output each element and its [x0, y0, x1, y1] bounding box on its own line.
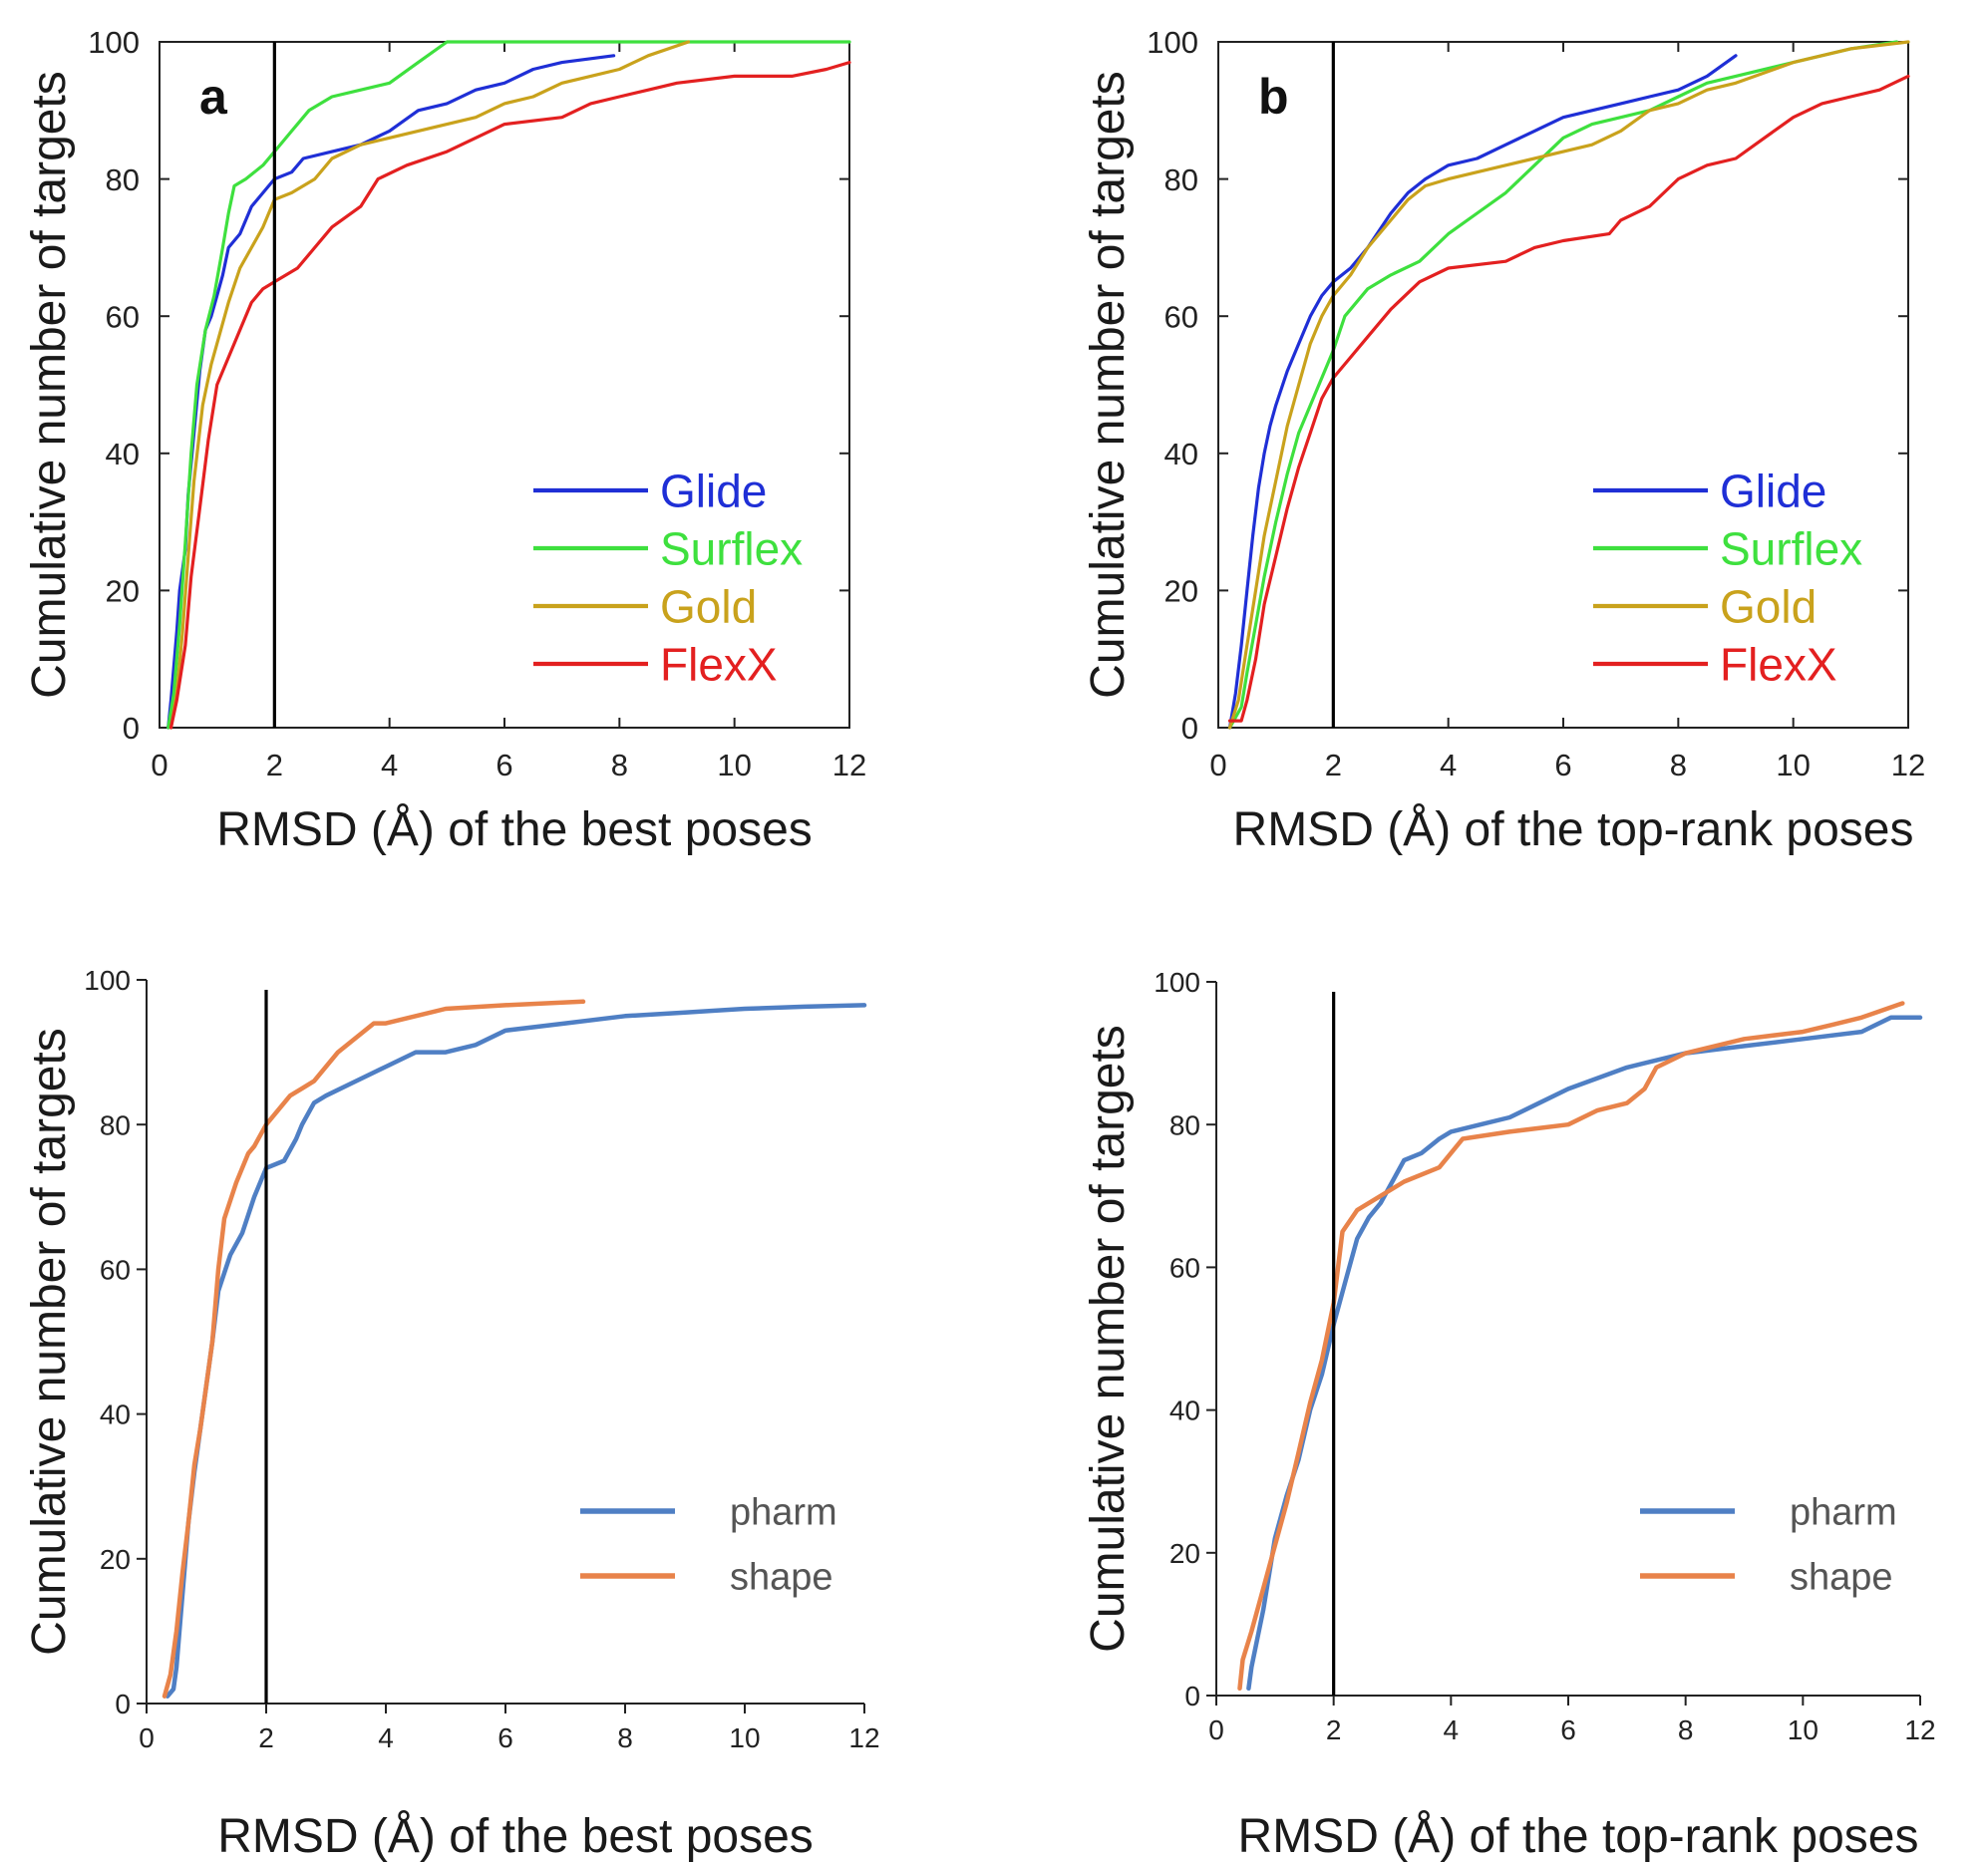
chart-panel-1: 0 2 4 6 8 10 12 0 20 40 60 80 100 a Glide Surflex Gold Fl… — [23, 25, 866, 856]
series-line-surflex — [1227, 40, 1899, 730]
series-line-surflex — [166, 40, 851, 730]
y-tick-label: 0 — [1184, 1681, 1200, 1711]
y-tick-label: 40 — [1169, 1396, 1200, 1426]
x-axis-title: RMSD (Å) of the best poses — [216, 803, 813, 856]
x-tick-label: 2 — [266, 748, 283, 782]
y-tick-label: 60 — [106, 299, 140, 334]
legend-label-flexx: FlexX — [1720, 639, 1837, 691]
x-tick-label: 12 — [1891, 748, 1925, 782]
x-tick-label: 8 — [1678, 1714, 1694, 1745]
series-line-shape — [162, 999, 586, 1699]
y-tick-label: 40 — [100, 1399, 131, 1430]
x-tick-label: 10 — [1788, 1714, 1819, 1745]
y-tick-label: 80 — [1164, 162, 1198, 197]
legend-label-gold: Gold — [660, 581, 757, 633]
y-tick-label: 20 — [106, 574, 140, 609]
y-tick-label: 80 — [106, 162, 140, 197]
legend: Glide Surflex Gold FlexX — [1593, 466, 1862, 691]
panel-label: a — [199, 69, 228, 125]
x-tick-label: 12 — [832, 748, 866, 782]
chart-panel-2: 0 2 4 6 8 10 12 0 20 40 60 80 100 b Glide Surflex Gold Fl… — [1082, 25, 1925, 856]
x-tick-label: 6 — [497, 1722, 513, 1753]
x-tick-label: 6 — [1554, 748, 1571, 782]
legend-label-gold: Gold — [1720, 581, 1817, 633]
x-tick-label: 0 — [1208, 1714, 1224, 1745]
y-tick-label: 20 — [1164, 574, 1198, 609]
chart-panel-3: 0 2 4 6 8 10 12 0 20 40 60 80 100 pharm shape RMSD (Å) … — [23, 965, 880, 1863]
x-tick-label: 0 — [1209, 748, 1226, 782]
legend-label-surflex: Surflex — [1720, 523, 1862, 575]
x-tick-label: 10 — [729, 1722, 760, 1753]
y-tick-label: 60 — [1169, 1252, 1200, 1283]
y-tick-label: 0 — [123, 711, 140, 746]
legend: pharm shape — [1640, 1492, 1897, 1599]
legend-label-pharm: pharm — [730, 1492, 837, 1534]
x-axis-title: RMSD (Å) of the best poses — [217, 1810, 814, 1863]
x-tick-label: 6 — [1560, 1714, 1576, 1745]
legend-label-glide: Glide — [1720, 466, 1826, 517]
x-tick-label: 10 — [1776, 748, 1810, 782]
legend-label-surflex: Surflex — [660, 523, 803, 575]
x-tick-label: 6 — [496, 748, 512, 782]
x-tick-label: 10 — [717, 748, 751, 782]
x-tick-label: 12 — [1904, 1714, 1935, 1745]
x-tick-label: 4 — [1444, 1714, 1460, 1745]
legend-label-shape: shape — [730, 1557, 833, 1599]
legend: pharm shape — [580, 1492, 837, 1599]
x-tick-label: 8 — [611, 748, 628, 782]
x-axis-title: RMSD (Å) of the top-rank poses — [1238, 1810, 1919, 1863]
x-tick-label: 4 — [1440, 748, 1457, 782]
y-tick-label: 0 — [115, 1689, 131, 1719]
x-tick-label: 0 — [151, 748, 167, 782]
y-axis-title: Cumulative number of targets — [23, 1028, 76, 1656]
x-tick-label: 12 — [848, 1722, 879, 1753]
x-tick-label: 8 — [1670, 748, 1687, 782]
legend-label-glide: Glide — [660, 466, 767, 517]
y-tick-label: 100 — [1147, 25, 1198, 60]
y-tick-label: 40 — [1164, 437, 1198, 471]
series-line-gold — [168, 40, 691, 730]
panel-label: b — [1258, 69, 1289, 125]
y-tick-label: 0 — [1181, 711, 1198, 746]
series-line-gold — [1227, 40, 1910, 730]
series-line-shape — [1237, 1001, 1905, 1692]
legend-label-flexx: FlexX — [660, 639, 778, 691]
x-tick-label: 2 — [1325, 748, 1342, 782]
y-tick-label: 60 — [100, 1254, 131, 1285]
x-tick-label: 0 — [139, 1722, 155, 1753]
y-tick-label: 40 — [106, 437, 140, 471]
x-tick-label: 2 — [1326, 1714, 1342, 1745]
x-tick-label: 4 — [381, 748, 398, 782]
y-tick-label: 20 — [100, 1544, 131, 1575]
y-tick-label: 80 — [100, 1109, 131, 1140]
y-tick-label: 60 — [1164, 299, 1198, 334]
y-tick-label: 80 — [1169, 1109, 1200, 1140]
legend-label-shape: shape — [1790, 1557, 1893, 1599]
y-axis-title: Cumulative number of targets — [23, 71, 76, 699]
chart-panel-4: 0 2 4 6 8 10 12 0 20 40 60 80 100 pharm shape RMSD (Å) … — [1082, 967, 1936, 1863]
series-line-flexx — [1227, 74, 1910, 723]
x-axis-title: RMSD (Å) of the top-rank poses — [1233, 803, 1914, 856]
legend-label-pharm: pharm — [1790, 1492, 1897, 1534]
y-tick-label: 100 — [84, 965, 131, 996]
y-axis-title: Cumulative number of targets — [1082, 1025, 1135, 1653]
x-tick-label: 2 — [258, 1722, 274, 1753]
series-line-glide — [1227, 54, 1738, 730]
y-axis-title: Cumulative number of targets — [1082, 71, 1135, 699]
x-tick-label: 8 — [617, 1722, 633, 1753]
legend: Glide Surflex Gold FlexX — [533, 466, 803, 691]
x-tick-label: 4 — [378, 1722, 394, 1753]
y-tick-label: 100 — [1154, 967, 1200, 998]
y-tick-label: 100 — [88, 25, 140, 60]
y-tick-label: 20 — [1169, 1538, 1200, 1569]
series-line-flexx — [168, 61, 851, 730]
